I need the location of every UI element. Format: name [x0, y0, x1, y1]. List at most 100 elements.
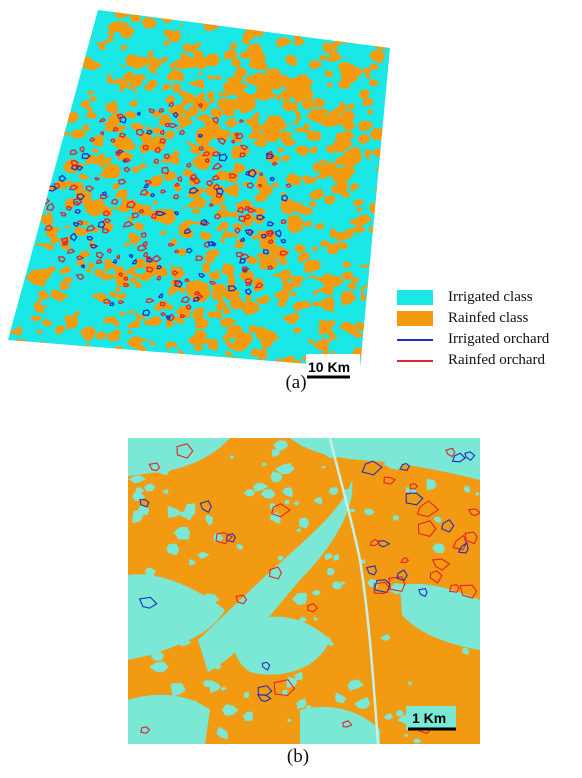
irrigated-patch — [363, 508, 375, 516]
irrigated-patch — [115, 87, 137, 105]
rainfed-patch — [104, 263, 114, 272]
rainfed-orchard-polygon — [245, 277, 253, 285]
rainfed-patch — [86, 90, 94, 96]
panel-a-scale-bar-box — [306, 354, 360, 378]
rainfed-patch — [319, 27, 328, 33]
irrigated-zone — [290, 438, 480, 480]
irrigated-patch — [369, 153, 378, 162]
rainfed-patch — [296, 23, 313, 34]
rainfed-patch — [65, 314, 79, 330]
rainfed-patch — [277, 19, 296, 31]
irrigated-patch — [57, 152, 70, 161]
rainfed-orchard-polygon — [123, 283, 130, 288]
irrigated-patch — [263, 633, 274, 642]
rainfed-orchard-polygon — [112, 127, 119, 132]
rainfed-orchard-polygon — [144, 179, 153, 186]
rainfed-patch — [280, 199, 296, 214]
irrigated-patch — [114, 224, 130, 244]
rainfed-orchard-polygon — [174, 182, 181, 187]
rainfed-patch — [378, 166, 386, 173]
rainfed-orchard-polygon — [180, 295, 190, 304]
rainfed-orchard-polygon — [131, 212, 140, 219]
rainfed-patch — [132, 166, 140, 173]
irrigated-patch — [366, 185, 373, 191]
irrigated-orchard-polygon — [165, 315, 172, 321]
rainfed-patch — [63, 131, 71, 136]
rainfed-orchard-polygon — [73, 198, 83, 206]
rainfed-patch — [85, 267, 92, 273]
irrigated-patch — [90, 283, 100, 293]
irrigated-patch — [104, 41, 121, 56]
rainfed-patch — [12, 149, 29, 163]
legend-item-rainfed-class: Rainfed class — [396, 309, 576, 328]
rainfed-patch — [72, 23, 77, 28]
irrigated-patch — [150, 651, 165, 661]
rainfed-orchard-polygon — [190, 177, 196, 182]
legend-label: Rainfed class — [448, 310, 529, 326]
irrigated-orchard-polygon — [72, 222, 80, 228]
rainfed-patch — [317, 298, 335, 313]
rainfed-patch — [340, 70, 359, 84]
rainfed-orchard-polygon — [94, 177, 101, 181]
irrigated-orchard-polygon — [188, 186, 199, 194]
irrigated-patch — [296, 61, 303, 69]
rainfed-patch — [254, 193, 269, 203]
rainfed-orchard-polygon — [118, 300, 125, 305]
rainfed-orchard-polygon — [160, 129, 165, 136]
rainfed-patch — [350, 276, 360, 284]
rainfed-patch — [225, 350, 233, 357]
rainfed-patch — [320, 328, 326, 336]
rainfed-patch — [62, 44, 73, 55]
irrigated-orchard-polygon — [70, 232, 78, 242]
irrigated-patch — [463, 486, 470, 493]
rainfed-patch — [46, 55, 53, 60]
rainfed-patch — [166, 72, 178, 81]
irrigated-patch — [176, 10, 194, 20]
irrigated-orchard-polygon — [457, 541, 469, 554]
rainfed-orchard-polygon — [66, 205, 73, 211]
irrigated-patch — [25, 100, 44, 120]
rainfed-orchard-polygon — [259, 172, 263, 177]
rainfed-patch — [280, 154, 290, 162]
rainfed-patch — [69, 129, 87, 139]
irrigated-orchard-polygon — [198, 273, 206, 279]
rainfed-orchard-polygon — [449, 584, 460, 593]
irrigated-patch — [272, 516, 281, 524]
rainfed-orchard-polygon — [280, 219, 287, 224]
rainfed-patch — [42, 318, 53, 327]
irrigated-patch — [54, 105, 63, 112]
rainfed-orchard-polygon — [164, 122, 171, 128]
rainfed-patch — [369, 79, 380, 87]
rainfed-patch — [379, 166, 390, 176]
rainfed-patch — [23, 227, 38, 239]
rainfed-patch — [383, 122, 390, 132]
rainfed-orchard-polygon — [44, 224, 54, 232]
rainfed-patch — [314, 11, 326, 23]
irrigated-orchard-polygon — [192, 296, 200, 302]
rainfed-orchard-polygon — [79, 146, 85, 153]
rainfed-patch — [322, 42, 334, 55]
irrigated-patch — [284, 499, 290, 505]
rainfed-patch — [356, 24, 377, 39]
irrigated-patch — [32, 59, 41, 67]
irrigated-patch — [275, 463, 295, 475]
irrigated-patch — [322, 332, 331, 340]
rainfed-patch — [369, 299, 381, 309]
irrigated-patch — [296, 235, 302, 241]
irrigated-patch — [299, 43, 318, 66]
irrigated-patch — [157, 698, 173, 707]
irrigated-patch — [170, 255, 184, 268]
rainfed-orchard-polygon — [96, 251, 104, 259]
rainfed-patch — [13, 188, 25, 198]
rainfed-patch — [147, 174, 163, 187]
irrigated-patch — [287, 718, 292, 722]
legend: Irrigated class Rainfed class Irrigated … — [396, 288, 576, 372]
irrigated-patch — [65, 38, 76, 47]
irrigated-patch — [269, 503, 276, 510]
rainfed-patch — [54, 325, 65, 335]
rainfed-orchard-polygon — [211, 162, 223, 170]
irrigated-patch — [395, 710, 404, 717]
rainfed-orchard-polygon — [267, 265, 274, 270]
rainfed-patch — [332, 140, 347, 154]
rainfed-patch — [294, 15, 305, 27]
